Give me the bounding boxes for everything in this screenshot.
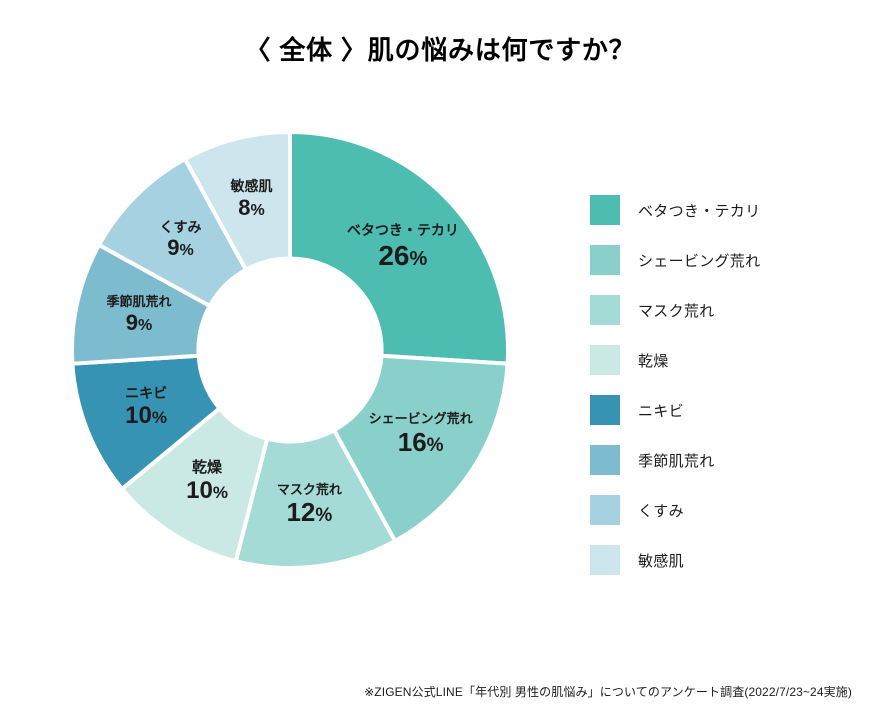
legend-swatch [590,245,620,275]
donut-hole [199,259,380,440]
legend-label: ニキビ [638,400,684,421]
legend-item-1: シェービング荒れ [590,245,760,275]
legend-swatch [590,295,620,325]
legend-label: 乾燥 [638,350,669,371]
legend-item-4: ニキビ [590,395,760,425]
legend-item-7: 敏感肌 [590,545,760,575]
chart-title: 〈 全体 〉肌の悩みは何ですか？ [0,30,880,67]
footnote: ※ZIGEN公式LINE「年代別 男性の肌悩み」についてのアンケート調査(202… [364,683,852,700]
legend-swatch [590,545,620,575]
legend-label: くすみ [638,500,684,521]
legend-swatch [590,195,620,225]
legend-label: 敏感肌 [638,550,684,571]
legend-item-3: 乾燥 [590,345,760,375]
legend-item-0: ベタつき・テカリ [590,195,760,225]
legend-label: 季節肌荒れ [638,450,715,471]
legend-item-2: マスク荒れ [590,295,760,325]
legend-item-6: くすみ [590,495,760,525]
legend-swatch [590,345,620,375]
donut-svg [60,120,520,580]
legend-label: マスク荒れ [638,300,715,321]
legend-swatch [590,495,620,525]
donut-chart: ベタつき・テカリ26%シェービング荒れ16%マスク荒れ12%乾燥10%ニキビ10… [60,120,520,580]
legend-item-5: 季節肌荒れ [590,445,760,475]
legend-swatch [590,445,620,475]
legend: ベタつき・テカリシェービング荒れマスク荒れ乾燥ニキビ季節肌荒れくすみ敏感肌 [590,195,760,595]
legend-label: シェービング荒れ [638,250,760,271]
legend-swatch [590,395,620,425]
legend-label: ベタつき・テカリ [638,200,760,221]
